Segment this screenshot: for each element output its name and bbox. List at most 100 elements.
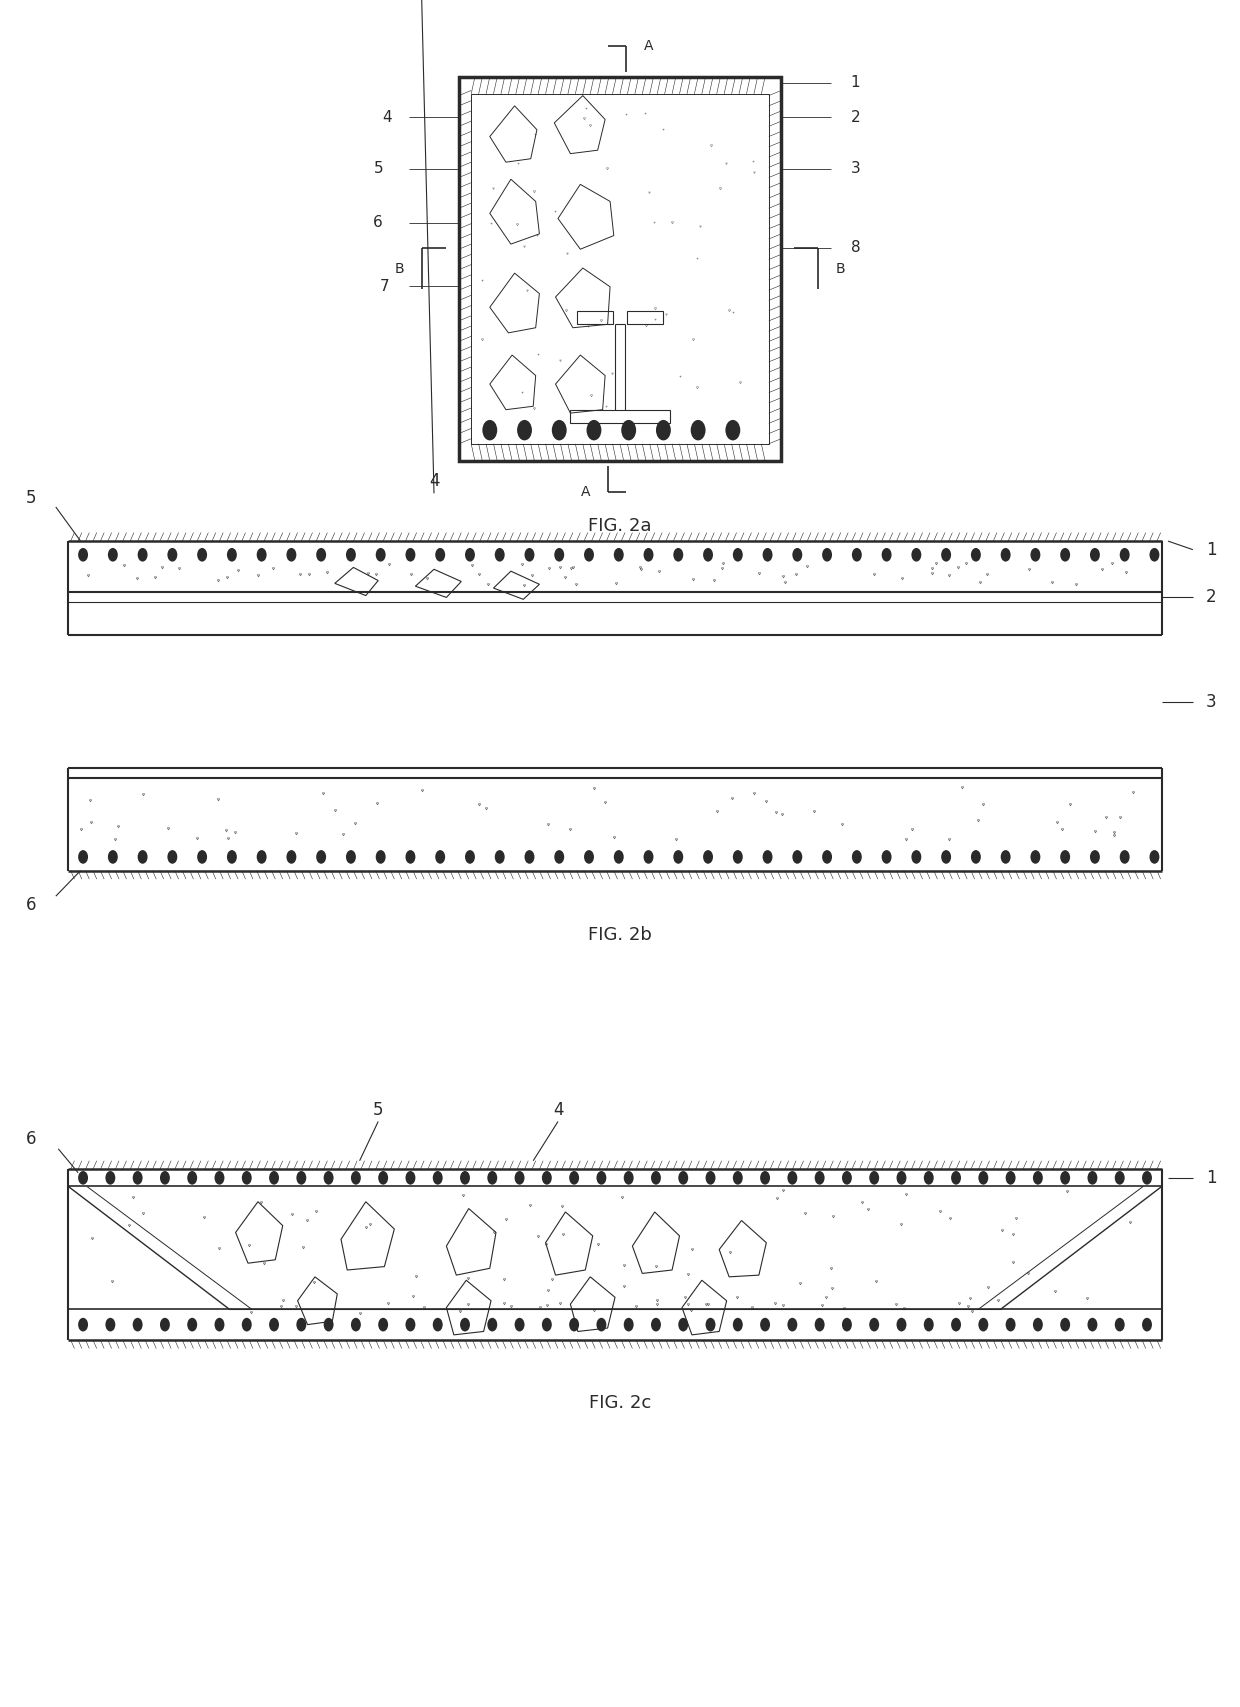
Circle shape bbox=[108, 850, 118, 864]
Circle shape bbox=[703, 850, 713, 864]
Circle shape bbox=[138, 548, 148, 562]
Circle shape bbox=[167, 548, 177, 562]
Circle shape bbox=[787, 1171, 797, 1185]
Text: FIG. 2a: FIG. 2a bbox=[588, 517, 652, 534]
Circle shape bbox=[869, 1171, 879, 1185]
Circle shape bbox=[351, 1171, 361, 1185]
Text: 6: 6 bbox=[26, 896, 36, 913]
Circle shape bbox=[587, 420, 601, 440]
Circle shape bbox=[869, 1318, 879, 1331]
Circle shape bbox=[78, 1318, 88, 1331]
Text: 5: 5 bbox=[373, 1101, 383, 1118]
Circle shape bbox=[197, 850, 207, 864]
Circle shape bbox=[435, 850, 445, 864]
Circle shape bbox=[760, 1318, 770, 1331]
Circle shape bbox=[706, 1171, 715, 1185]
Circle shape bbox=[624, 1318, 634, 1331]
Circle shape bbox=[882, 548, 892, 562]
Circle shape bbox=[1120, 850, 1130, 864]
Text: 4: 4 bbox=[429, 473, 439, 490]
Circle shape bbox=[433, 1171, 443, 1185]
Circle shape bbox=[842, 1318, 852, 1331]
Circle shape bbox=[971, 548, 981, 562]
Circle shape bbox=[911, 850, 921, 864]
Circle shape bbox=[197, 548, 207, 562]
Circle shape bbox=[852, 548, 862, 562]
Circle shape bbox=[1115, 1318, 1125, 1331]
Circle shape bbox=[1033, 1318, 1043, 1331]
Circle shape bbox=[1001, 850, 1011, 864]
Circle shape bbox=[1087, 1318, 1097, 1331]
Circle shape bbox=[703, 548, 713, 562]
Text: B: B bbox=[836, 261, 846, 277]
Circle shape bbox=[138, 850, 148, 864]
Circle shape bbox=[105, 1318, 115, 1331]
Bar bbox=[459, 77, 781, 461]
Circle shape bbox=[569, 1171, 579, 1185]
Circle shape bbox=[673, 850, 683, 864]
Circle shape bbox=[792, 548, 802, 562]
Circle shape bbox=[160, 1318, 170, 1331]
Circle shape bbox=[624, 1171, 634, 1185]
Circle shape bbox=[760, 1171, 770, 1185]
Circle shape bbox=[482, 420, 497, 440]
Circle shape bbox=[787, 1318, 797, 1331]
Text: 4: 4 bbox=[382, 109, 392, 125]
Text: A: A bbox=[580, 485, 590, 498]
Circle shape bbox=[542, 1171, 552, 1185]
Circle shape bbox=[133, 1171, 143, 1185]
Circle shape bbox=[596, 1171, 606, 1185]
Circle shape bbox=[897, 1318, 906, 1331]
Circle shape bbox=[257, 548, 267, 562]
Circle shape bbox=[517, 420, 532, 440]
Circle shape bbox=[324, 1171, 334, 1185]
Circle shape bbox=[296, 1318, 306, 1331]
Text: B: B bbox=[394, 261, 404, 277]
Circle shape bbox=[160, 1171, 170, 1185]
Circle shape bbox=[405, 850, 415, 864]
Text: FIG. 2b: FIG. 2b bbox=[588, 927, 652, 944]
Circle shape bbox=[105, 1171, 115, 1185]
Circle shape bbox=[1142, 1318, 1152, 1331]
Circle shape bbox=[286, 548, 296, 562]
Circle shape bbox=[733, 850, 743, 864]
Circle shape bbox=[569, 1318, 579, 1331]
Circle shape bbox=[822, 850, 832, 864]
Circle shape bbox=[651, 1318, 661, 1331]
Circle shape bbox=[316, 548, 326, 562]
Circle shape bbox=[733, 548, 743, 562]
Circle shape bbox=[733, 1171, 743, 1185]
Circle shape bbox=[346, 850, 356, 864]
Circle shape bbox=[552, 420, 567, 440]
Circle shape bbox=[1060, 548, 1070, 562]
Circle shape bbox=[525, 850, 534, 864]
Circle shape bbox=[1120, 548, 1130, 562]
Circle shape bbox=[792, 850, 802, 864]
Circle shape bbox=[951, 1171, 961, 1185]
Circle shape bbox=[1149, 548, 1159, 562]
Circle shape bbox=[460, 1318, 470, 1331]
Circle shape bbox=[187, 1171, 197, 1185]
Circle shape bbox=[924, 1171, 934, 1185]
Circle shape bbox=[460, 1171, 470, 1185]
Circle shape bbox=[316, 850, 326, 864]
Circle shape bbox=[1060, 1318, 1070, 1331]
Circle shape bbox=[215, 1318, 224, 1331]
Circle shape bbox=[554, 850, 564, 864]
Circle shape bbox=[1060, 1171, 1070, 1185]
Circle shape bbox=[763, 850, 773, 864]
Circle shape bbox=[706, 1318, 715, 1331]
Circle shape bbox=[842, 1171, 852, 1185]
Circle shape bbox=[1090, 850, 1100, 864]
Circle shape bbox=[465, 850, 475, 864]
Circle shape bbox=[614, 548, 624, 562]
Text: 2: 2 bbox=[1207, 587, 1216, 606]
Circle shape bbox=[465, 548, 475, 562]
Circle shape bbox=[1006, 1318, 1016, 1331]
Circle shape bbox=[763, 548, 773, 562]
Circle shape bbox=[108, 548, 118, 562]
Circle shape bbox=[621, 420, 636, 440]
Circle shape bbox=[257, 850, 267, 864]
Circle shape bbox=[495, 850, 505, 864]
Circle shape bbox=[324, 1318, 334, 1331]
